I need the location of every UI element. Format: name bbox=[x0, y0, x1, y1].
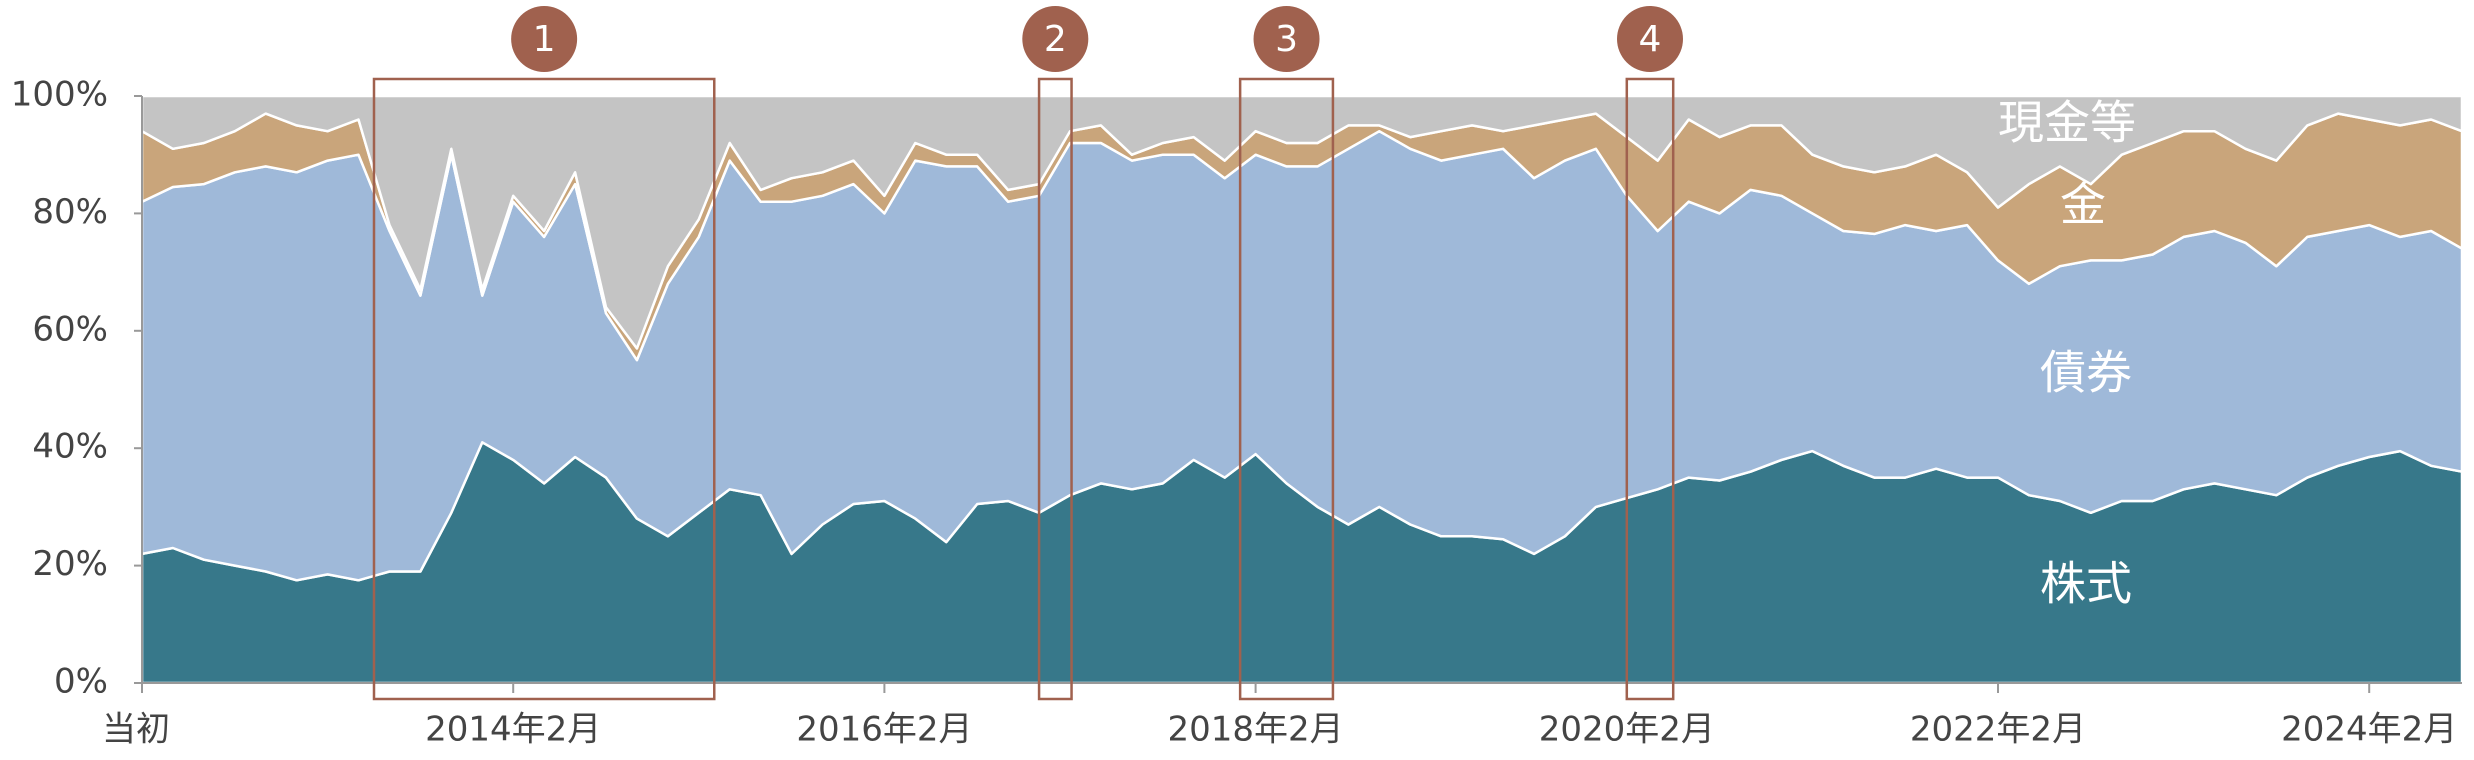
y-tick-label: 0% bbox=[54, 662, 108, 702]
x-tick-label: 2024年2月 bbox=[2281, 710, 2457, 750]
annotation-badge bbox=[1253, 6, 1320, 72]
y-tick-label: 40% bbox=[32, 427, 108, 467]
annotation-number: 2 bbox=[1044, 19, 1067, 60]
x-tick-label: 当初 bbox=[102, 710, 170, 750]
y-tick-label: 60% bbox=[32, 309, 108, 349]
highlight-box bbox=[1037, 77, 1073, 701]
annotation-number: 1 bbox=[533, 19, 556, 60]
x-tick-label: 2018年2月 bbox=[1168, 710, 1344, 750]
annotation-badge bbox=[1617, 6, 1683, 72]
highlight-box bbox=[1238, 77, 1335, 701]
highlight-box bbox=[372, 77, 716, 701]
x-tick-label: 2016年2月 bbox=[796, 710, 972, 750]
series-label: 金 bbox=[2060, 178, 2106, 232]
annotation-badge bbox=[511, 6, 578, 72]
annotation-number: 3 bbox=[1275, 19, 1298, 60]
annotation-number: 4 bbox=[1639, 19, 1662, 60]
annotation-badge bbox=[1022, 6, 1089, 72]
series-label: 債券 bbox=[2040, 346, 2132, 400]
area bbox=[140, 94, 2464, 350]
highlight-box bbox=[1625, 77, 1675, 701]
series-label: 株式 bbox=[2040, 557, 2132, 611]
x-tick-label: 2014年2月 bbox=[425, 710, 601, 750]
x-tick-label: 2022年2月 bbox=[1910, 710, 2086, 750]
series-label: 現金等 bbox=[1998, 96, 2136, 150]
y-tick-label: 80% bbox=[32, 192, 108, 232]
y-tick-label: 100% bbox=[11, 75, 108, 115]
y-tick-label: 20% bbox=[32, 544, 108, 584]
x-tick-label: 2020年2月 bbox=[1539, 710, 1715, 750]
